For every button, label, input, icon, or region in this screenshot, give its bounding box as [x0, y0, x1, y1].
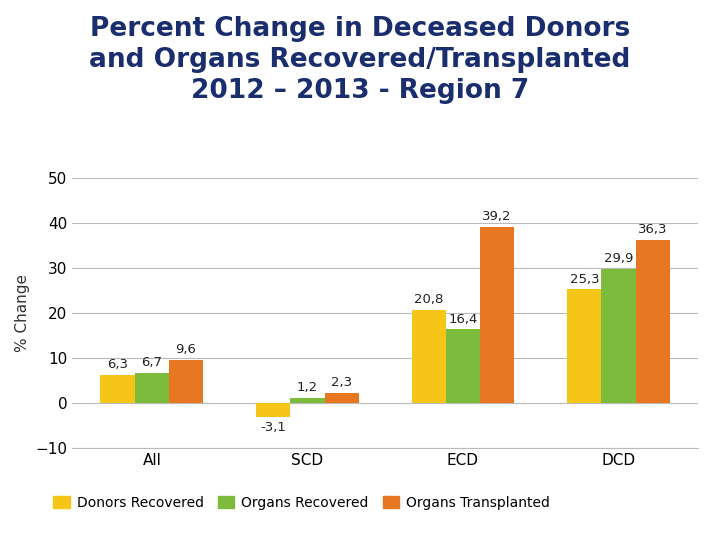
Bar [101, 375, 135, 403]
Text: 6,7: 6,7 [141, 356, 162, 369]
Bar [135, 373, 169, 403]
Text: 25,3: 25,3 [570, 273, 599, 286]
Bar [412, 309, 446, 403]
Bar [256, 403, 290, 417]
Bar [325, 393, 359, 403]
Bar [446, 329, 480, 403]
Bar [290, 398, 325, 403]
Text: 6,3: 6,3 [107, 358, 128, 372]
Text: 16,4: 16,4 [449, 313, 477, 326]
Bar [480, 227, 514, 403]
Bar [169, 360, 203, 403]
Text: 1,2: 1,2 [297, 381, 318, 394]
Text: -3,1: -3,1 [260, 421, 286, 434]
Text: 29,9: 29,9 [604, 252, 634, 265]
Bar [567, 289, 601, 403]
Text: Percent Change in Deceased Donors
and Organs Recovered/Transplanted
2012 – 2013 : Percent Change in Deceased Donors and Or… [89, 16, 631, 104]
Legend: Donors Recovered, Organs Recovered, Organs Transplanted: Donors Recovered, Organs Recovered, Orga… [48, 490, 556, 515]
Text: 20,8: 20,8 [414, 293, 444, 306]
Bar [601, 268, 636, 403]
Y-axis label: % Change: % Change [14, 274, 30, 352]
Text: 2,3: 2,3 [331, 376, 352, 389]
Bar [636, 240, 670, 403]
Text: 39,2: 39,2 [482, 210, 512, 223]
Text: 36,3: 36,3 [638, 223, 667, 237]
Text: 9,6: 9,6 [176, 343, 197, 356]
